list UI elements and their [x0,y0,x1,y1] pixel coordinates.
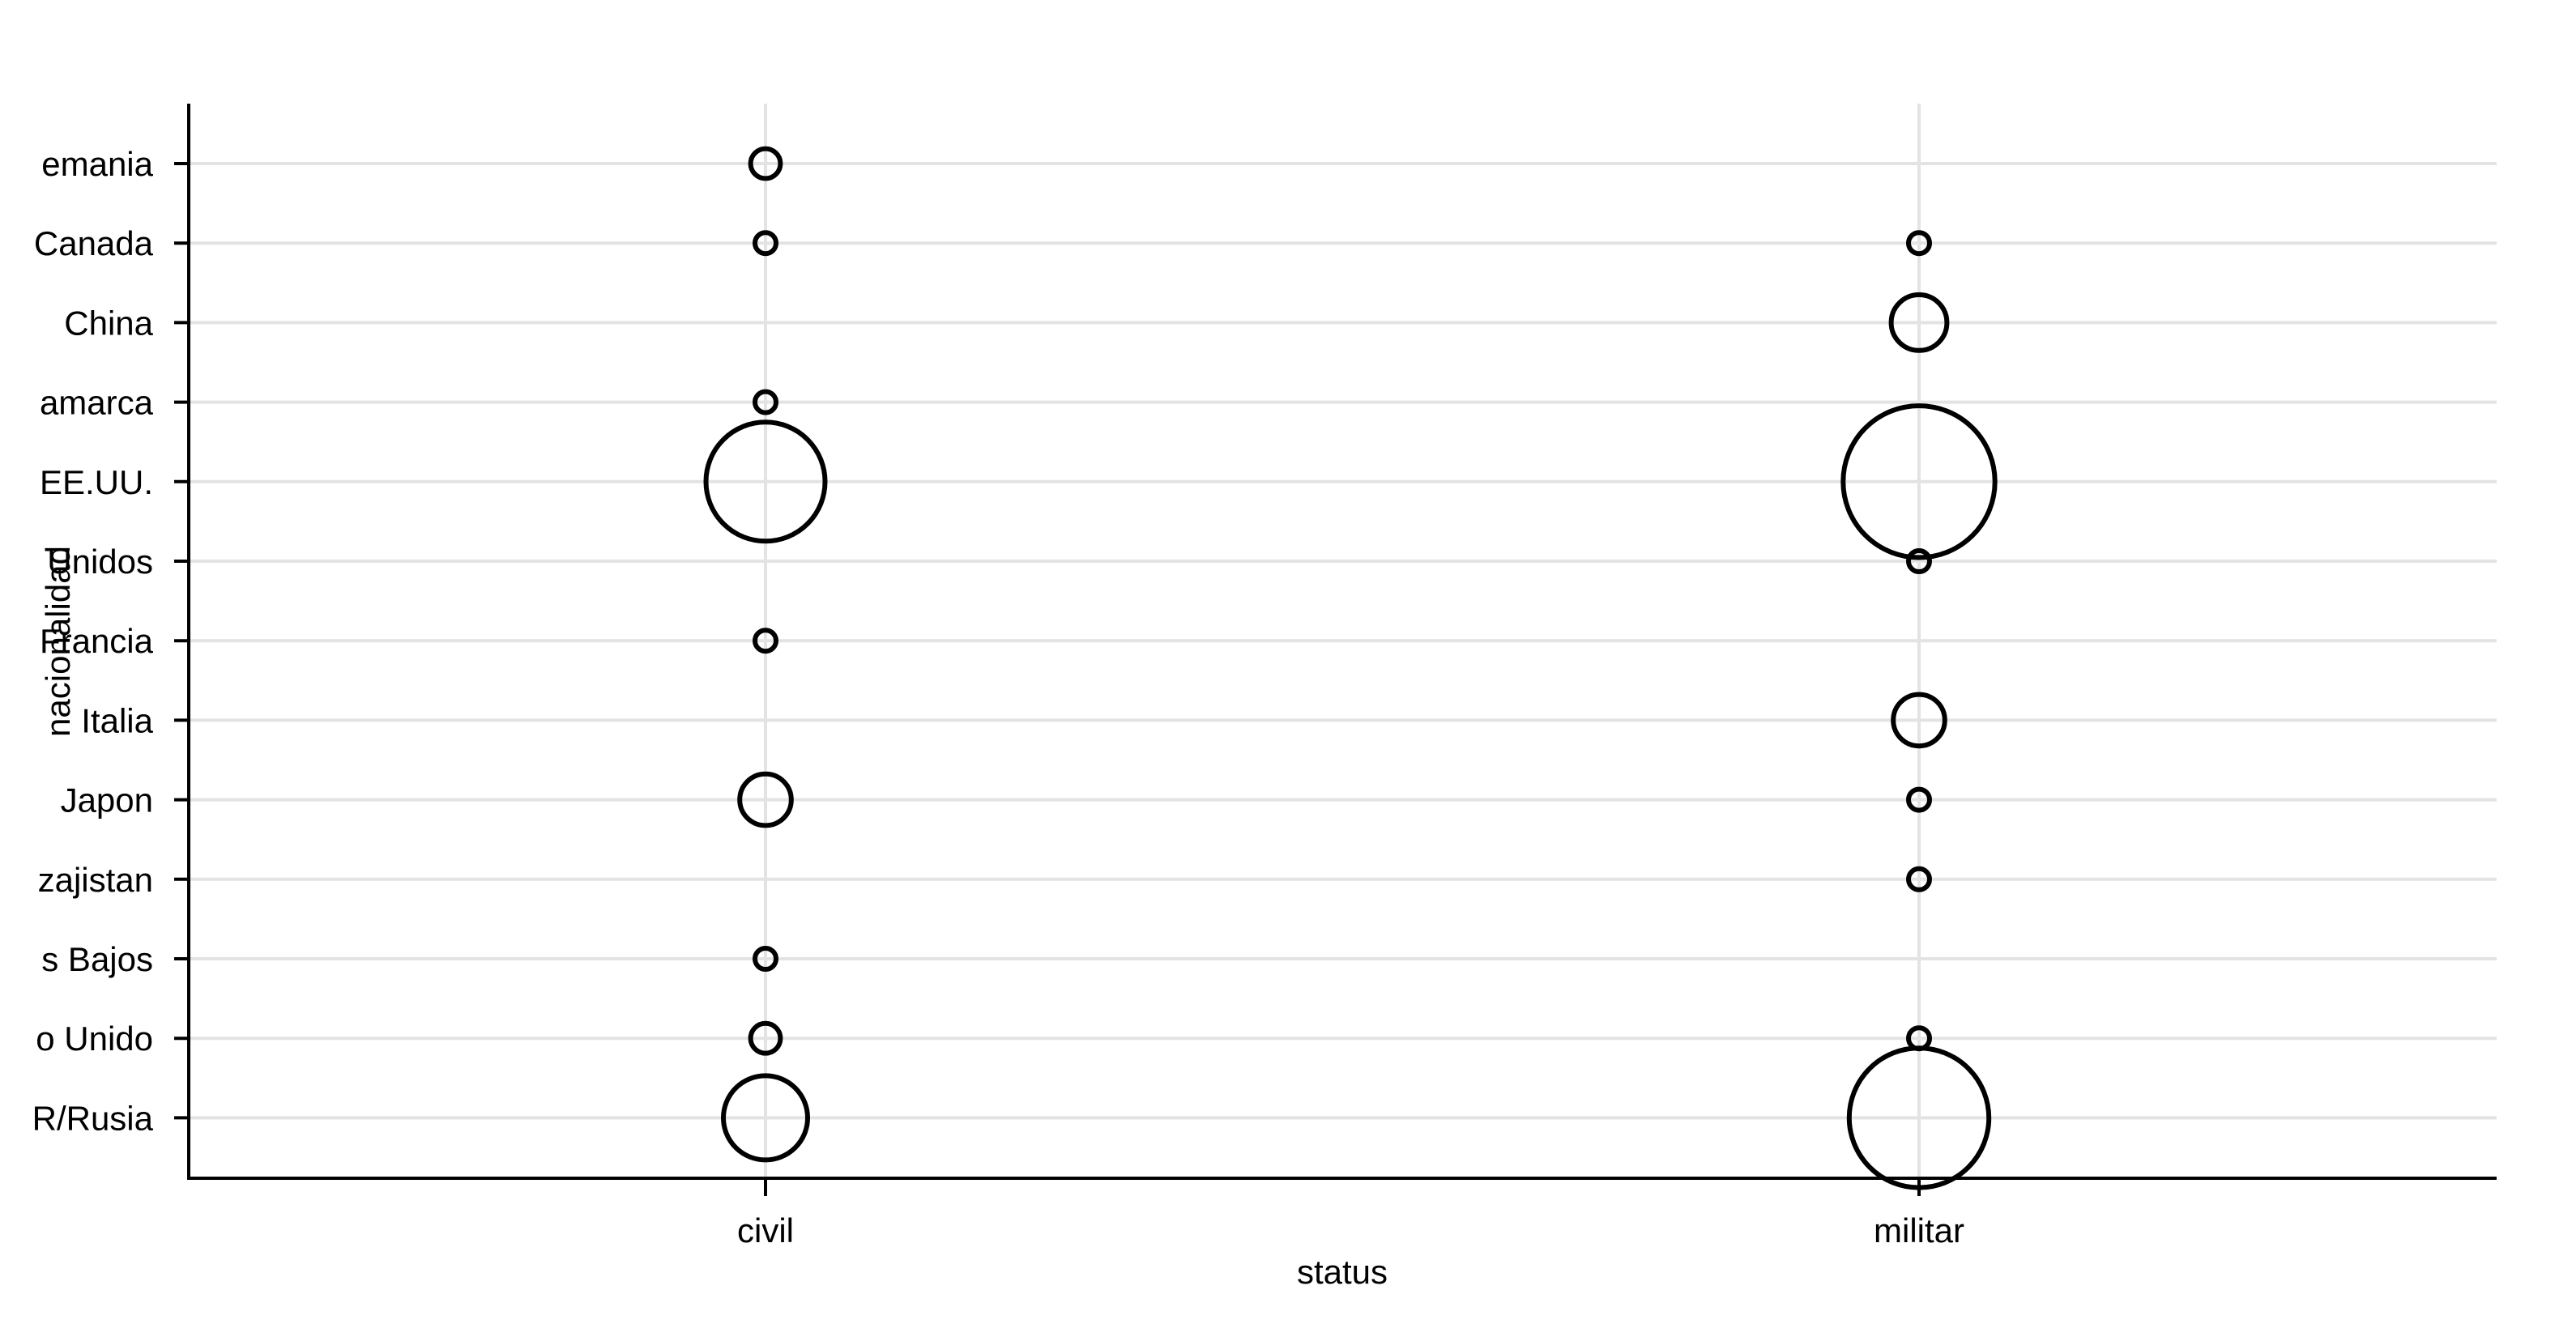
y-tick-label-kazajistan: zajistan [38,861,153,899]
bubble-civil-paises-bajos [753,946,778,972]
x-axis-title: status [1297,1253,1388,1291]
ticks: emania Canada China amarca EE.UU. Unidos Franc… [32,145,1964,1249]
bubble-militar-japon [1906,786,1932,813]
bubble-civil-alemania [748,146,783,181]
bubble-civil-ee-uu [703,419,828,544]
y-tick-label-dinamarca: amarca [40,384,154,422]
y-tick-label-paises-bajos: s Bajos [41,940,153,978]
y-tick-label-estados-unidos: Unidos [47,543,153,581]
y-axis-title: nacionalidad [39,546,77,737]
gridlines [189,104,2497,1178]
y-tick-label-china: China [64,304,153,342]
y-tick-label-alemania: emania [41,145,153,183]
bubble-civil-francia [753,628,778,654]
bubble-civil-dinamarca [753,389,778,415]
x-tick-label-civil: civil [737,1211,794,1249]
bubble-militar-italia [1891,692,1947,749]
bubble-militar-estados-unidos [1906,548,1932,574]
x-tick-label-militar: militar [1874,1211,1964,1249]
bubble-civil-urss-rusia [721,1073,810,1163]
y-tick-label-reino-unido: o Unido [36,1020,153,1058]
bubble-militar-canada [1906,230,1932,257]
bubbles [703,146,1998,1190]
bubble-civil-reino-unido [748,1020,783,1056]
bubble-militar-ee-uu [1840,403,1998,560]
bubble-militar-urss-rusia [1846,1045,1992,1190]
y-tick-label-italia: Italia [81,701,153,739]
y-tick-label-ee-uu: EE.UU. [40,463,153,501]
y-tick-label-urss-rusia: R/Rusia [32,1099,154,1137]
bubble-civil-canada [753,230,778,257]
bubble-militar-china [1888,292,1950,353]
y-tick-label-japon: Japon [61,781,153,820]
y-tick-label-francia: Francia [40,622,154,660]
bubble-militar-kazajistan [1906,866,1932,892]
y-tick-label-canada: Canada [34,224,154,262]
bubble-civil-japon [737,771,794,828]
